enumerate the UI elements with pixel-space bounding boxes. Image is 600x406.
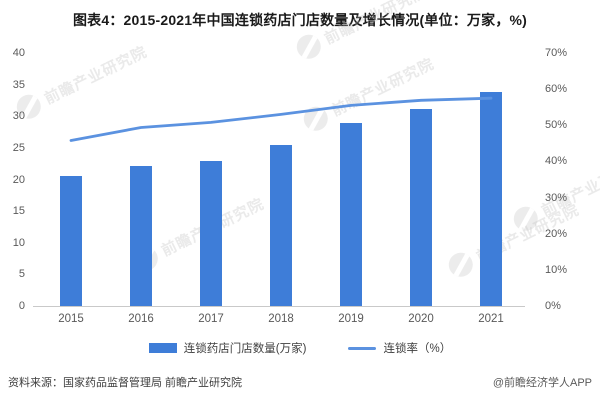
- line-series-swatch: [348, 346, 377, 350]
- right-axis-tick: 60%: [545, 83, 568, 96]
- bar-2021: [480, 92, 502, 306]
- right-axis-tick: 50%: [545, 119, 568, 132]
- left-axis-tick: 5: [18, 268, 25, 281]
- left-axis-tick: 20: [12, 173, 25, 186]
- bar-series-swatch: [148, 343, 177, 353]
- line-series: [69, 96, 493, 142]
- plot-area: 0 5 10 15 20 25 30 35 40 0% 10% 20% 30% 40% 50% 60% 70%: [13, 47, 567, 312]
- bar-2016: [130, 166, 152, 306]
- right-axis-tick: 70%: [545, 47, 568, 59]
- right-axis-tick: 30%: [545, 191, 568, 204]
- right-axis-tick: 0%: [545, 300, 561, 312]
- source-text: 资料来源：国家药品监督管理局 前瞻产业研究院: [8, 377, 243, 389]
- right-axis-tick: 40%: [545, 155, 568, 168]
- x-axis-label-2019: 2019: [338, 313, 364, 325]
- x-axis-label-2020: 2020: [408, 313, 434, 325]
- legend-item-line: 连锁率（%）: [348, 340, 451, 356]
- bar-2017: [200, 161, 222, 306]
- left-axis-tick: 10: [12, 236, 25, 249]
- credit-text: @前瞻经济学人APP: [492, 377, 592, 389]
- legend: 连锁药店门店数量(万家) 连锁率（%）: [0, 340, 600, 356]
- left-axis-tick: 35: [12, 78, 25, 91]
- left-axis-tick: 25: [12, 141, 25, 154]
- left-axis-tick: 40: [12, 47, 25, 59]
- bar-2019: [340, 123, 362, 306]
- x-axis-label-2018: 2018: [268, 313, 294, 325]
- right-axis-tick: 10%: [545, 263, 568, 276]
- legend-bar-label: 连锁药店门店数量(万家): [183, 343, 307, 355]
- left-axis-tick: 30: [12, 110, 25, 123]
- x-axis-labels: 2015 2016 2017 2018 2019 2020 2021: [33, 313, 523, 329]
- x-axis-label-2017: 2017: [198, 313, 224, 325]
- x-axis-label-2015: 2015: [58, 313, 84, 325]
- legend-item-bar: 连锁药店门店数量(万家): [148, 340, 307, 356]
- bar-2018: [270, 145, 292, 306]
- x-axis-baseline: [33, 306, 525, 307]
- chart-title: 图表4：2015-2021年中国连锁药店门店数量及增长情况(单位：万家，%): [72, 12, 528, 28]
- legend-line-label: 连锁率（%）: [383, 343, 452, 355]
- x-axis-label-2016: 2016: [128, 313, 154, 325]
- left-axis-tick: 0: [18, 300, 25, 312]
- bar-2020: [410, 108, 432, 306]
- x-axis-label-2021: 2021: [478, 313, 504, 325]
- right-axis-tick: 20%: [545, 227, 568, 240]
- bar-2015: [60, 176, 82, 306]
- left-axis-tick: 15: [12, 205, 25, 218]
